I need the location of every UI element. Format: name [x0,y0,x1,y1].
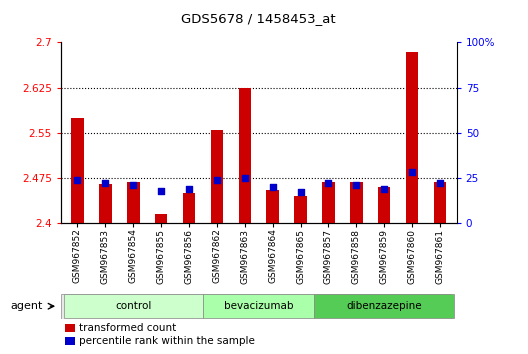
Point [352,182,361,188]
Point [185,186,193,192]
Bar [155,214,167,223]
Bar [203,294,315,318]
Point [157,188,165,193]
Bar [65,324,74,332]
Point [408,170,416,175]
Text: control: control [115,301,152,311]
Bar [99,184,111,223]
Bar [65,337,74,345]
Text: percentile rank within the sample: percentile rank within the sample [79,336,254,346]
Point [380,186,389,192]
Bar [406,52,418,223]
Bar [183,193,195,223]
Bar [63,294,203,318]
Point [296,189,305,195]
Point [101,181,110,186]
Bar [315,294,454,318]
Bar [211,130,223,223]
Bar [433,182,446,223]
Text: agent: agent [11,301,43,311]
Text: bevacizumab: bevacizumab [224,301,294,311]
Bar [322,182,335,223]
Bar [294,196,307,223]
Point [73,177,82,183]
Point [324,181,333,186]
Bar [378,187,391,223]
Text: dibenzazepine: dibenzazepine [346,301,422,311]
Point [129,182,137,188]
Bar [127,182,139,223]
Point [268,184,277,190]
Point [241,175,249,181]
Bar [350,182,363,223]
Bar [71,118,84,223]
Bar [267,190,279,223]
Text: transformed count: transformed count [79,323,176,333]
Bar [239,88,251,223]
Point [213,177,221,183]
Text: GDS5678 / 1458453_at: GDS5678 / 1458453_at [182,12,336,25]
Point [436,181,444,186]
